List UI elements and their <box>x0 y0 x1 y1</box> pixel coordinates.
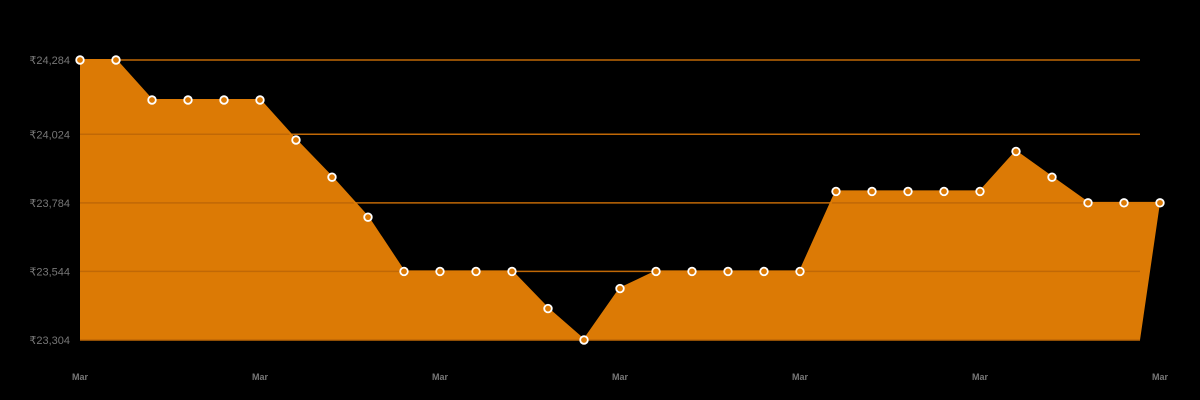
y-tick-label: ₹23,544 <box>29 266 70 278</box>
area-shape <box>80 60 1160 340</box>
data-point[interactable] <box>651 266 661 277</box>
x-tick-label: Mar <box>252 372 269 382</box>
data-point[interactable] <box>75 55 85 65</box>
x-tick-label: Mar <box>432 372 449 382</box>
x-tick-label: Mar <box>792 372 809 382</box>
data-point[interactable] <box>363 212 373 222</box>
data-point[interactable] <box>687 266 697 277</box>
data-point[interactable] <box>975 186 985 197</box>
data-point[interactable] <box>147 95 157 105</box>
y-tick-label: ₹24,284 <box>29 55 70 67</box>
x-tick-label: Mar <box>72 372 89 382</box>
data-point[interactable] <box>327 172 337 182</box>
data-point[interactable] <box>795 266 805 277</box>
x-tick-label: Mar <box>1152 372 1169 382</box>
data-point[interactable] <box>831 186 841 197</box>
data-point[interactable] <box>255 95 265 105</box>
data-point[interactable] <box>471 266 481 277</box>
data-point[interactable] <box>1011 146 1021 157</box>
data-point[interactable] <box>723 266 733 277</box>
data-point[interactable] <box>939 186 949 197</box>
data-point[interactable] <box>903 186 913 197</box>
data-point[interactable] <box>1155 198 1165 208</box>
data-point[interactable] <box>579 335 589 345</box>
data-points <box>75 55 1165 345</box>
y-tick-label: ₹24,024 <box>29 129 70 141</box>
data-point[interactable] <box>759 266 769 277</box>
data-point[interactable] <box>867 186 877 197</box>
data-point[interactable] <box>543 303 553 314</box>
data-point[interactable] <box>291 135 301 145</box>
data-point[interactable] <box>1119 198 1129 208</box>
x-axis: Mar Mar Mar Mar Mar Mar Mar <box>72 372 1169 382</box>
data-point[interactable] <box>435 266 445 277</box>
data-point[interactable] <box>1047 172 1057 182</box>
data-point[interactable] <box>183 95 193 105</box>
x-tick-label: Mar <box>972 372 989 382</box>
data-point[interactable] <box>111 55 121 65</box>
y-axis: ₹24,284 ₹24,024 ₹23,784 ₹23,544 ₹23,304 <box>29 55 70 347</box>
data-point[interactable] <box>615 283 625 294</box>
data-point[interactable] <box>507 266 517 277</box>
x-tick-label: Mar <box>612 372 629 382</box>
y-tick-label: ₹23,784 <box>29 198 70 210</box>
data-point[interactable] <box>399 266 409 277</box>
data-point[interactable] <box>219 95 229 105</box>
data-point[interactable] <box>1083 198 1093 208</box>
area-fill <box>80 60 1160 340</box>
gridlines <box>80 59 1140 341</box>
y-tick-label: ₹23,304 <box>29 335 70 347</box>
